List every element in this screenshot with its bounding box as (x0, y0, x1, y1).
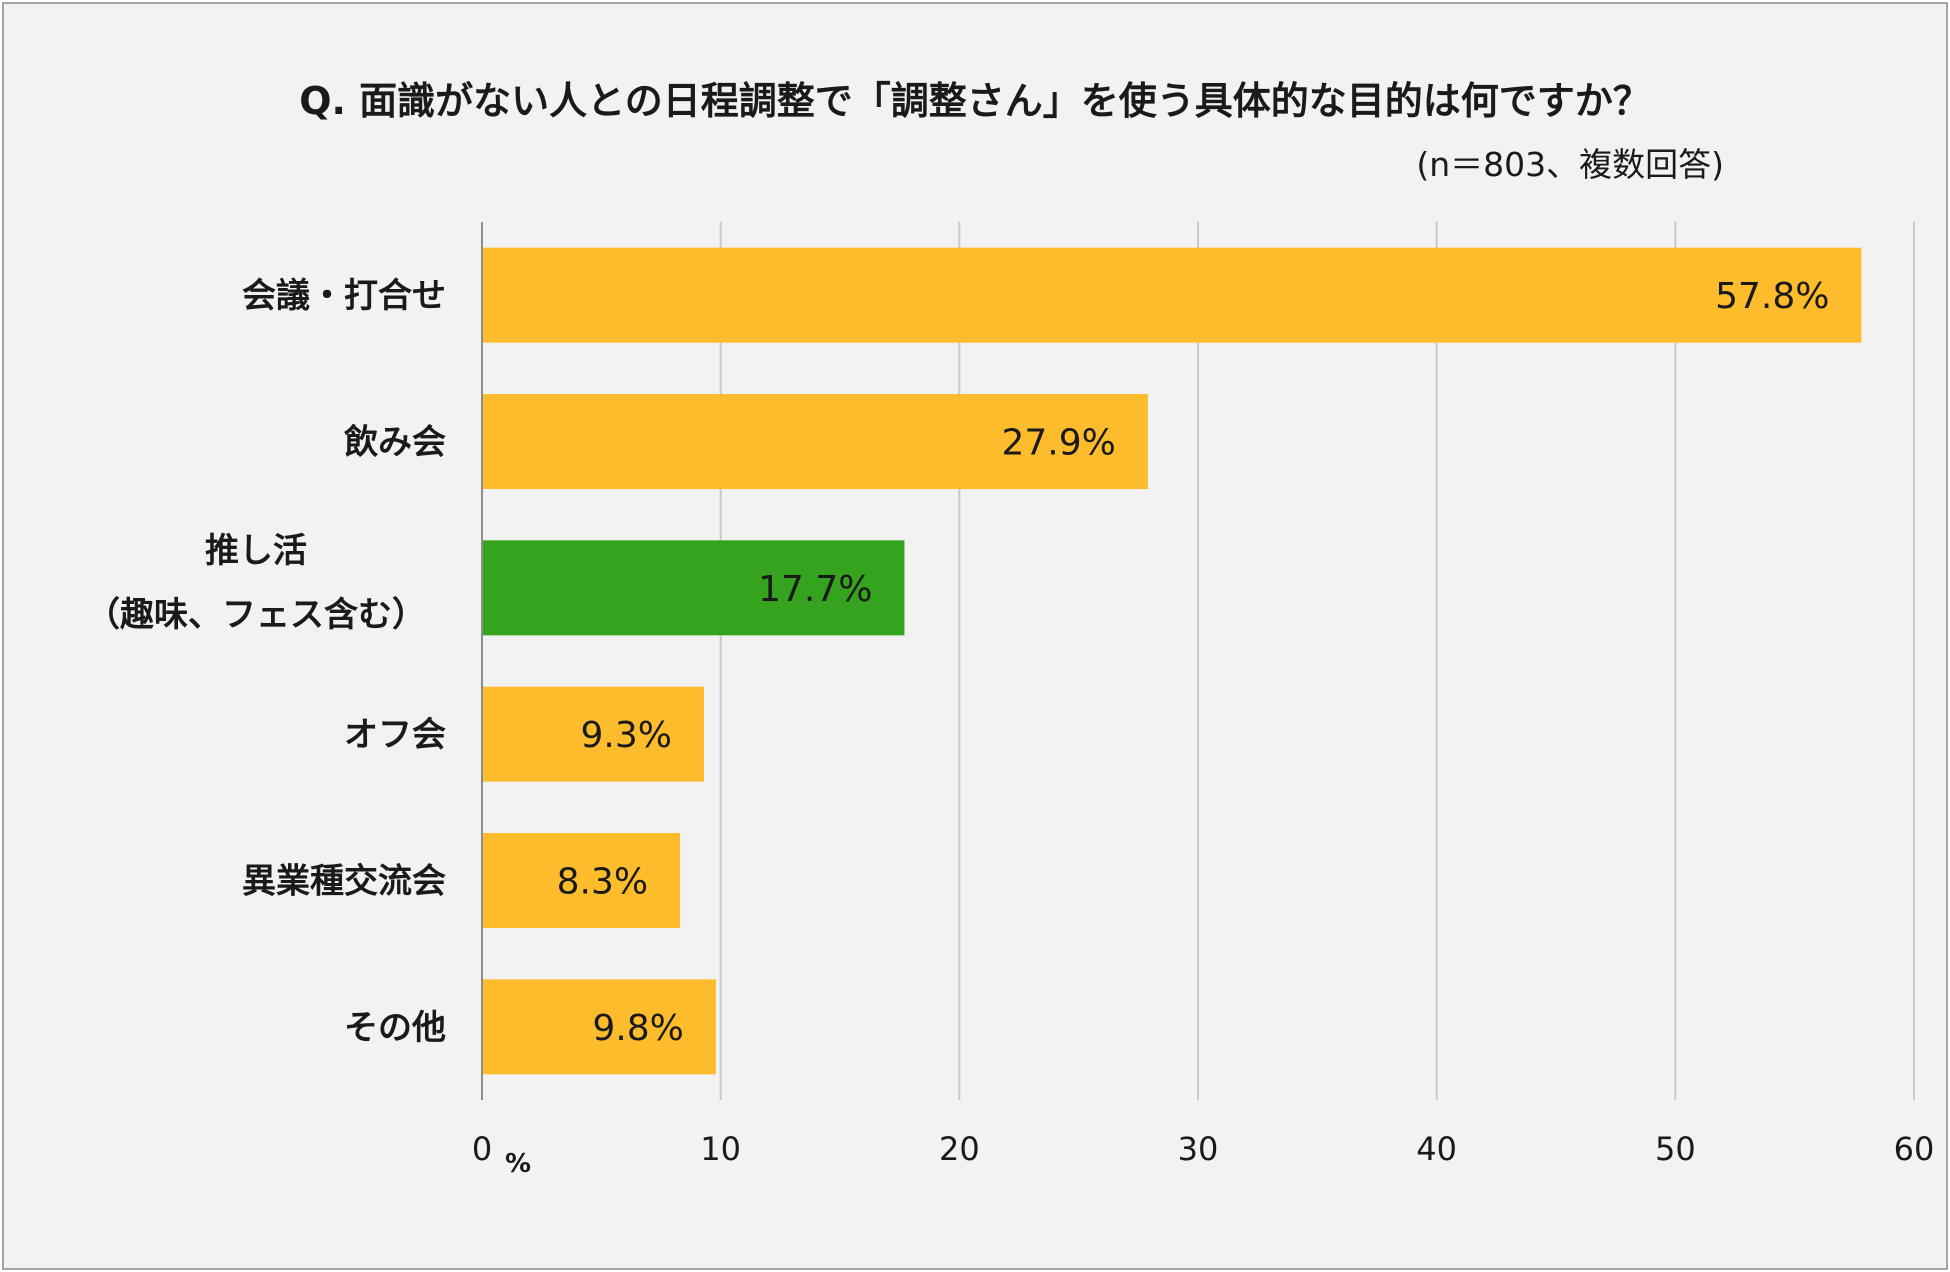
value-label-4: 8.3% (557, 862, 648, 903)
bars (482, 247, 1862, 1075)
bar-2 (482, 540, 905, 636)
category-label-0: 会議・打合せ (242, 276, 446, 316)
chart-subtitle: (n＝803、複数回答) (1416, 145, 1724, 184)
value-label-3: 9.3% (580, 715, 671, 756)
category-label-2-line1: 推し活 (205, 531, 307, 571)
category-label-5: その他 (344, 1008, 446, 1048)
labels: 0 10 20 30 40 50 60% 57.8% 会議・打合せ 27.9% 飲み会 17.7% 推し… (86, 276, 1934, 1179)
category-label-3: オフ会 (344, 715, 446, 755)
tick-label-40: 40 (1416, 1130, 1457, 1168)
tick-label-30: 30 (1178, 1130, 1219, 1168)
tick-label-10: 10 (700, 1130, 741, 1168)
bar-5 (482, 979, 716, 1075)
value-label-0: 57.8% (1715, 276, 1829, 317)
grid-lines (719, 222, 1915, 1100)
tick-label-0: 0 (472, 1130, 492, 1168)
category-label-2-line2: （趣味、フェス含む） (86, 595, 426, 635)
value-label-1: 27.9% (1002, 423, 1116, 464)
bar-0 (482, 247, 1862, 343)
bar-3 (482, 686, 704, 782)
tick-label-50: 50 (1655, 1130, 1696, 1168)
value-label-5: 9.8% (592, 1008, 683, 1049)
category-label-4: 異業種交流会 (242, 862, 446, 902)
bar-1 (482, 394, 1148, 489)
category-label-1: 飲み会 (344, 423, 446, 463)
bar-4 (482, 833, 681, 928)
bar-chart: 0 10 20 30 40 50 60% 57.8% 会議・打合せ 27.9% 飲み会 17.7% 推し… (86, 222, 1934, 1179)
value-label-2: 17.7% (758, 569, 872, 610)
chart-title: Q. 面識がない人との日程調整で「調整さん」を使う具体的な目的は何ですか？ (299, 79, 1651, 123)
axis-unit-label: % (505, 1149, 531, 1179)
tick-label-20: 20 (939, 1130, 980, 1168)
tick-label-60: 60 (1894, 1130, 1935, 1168)
